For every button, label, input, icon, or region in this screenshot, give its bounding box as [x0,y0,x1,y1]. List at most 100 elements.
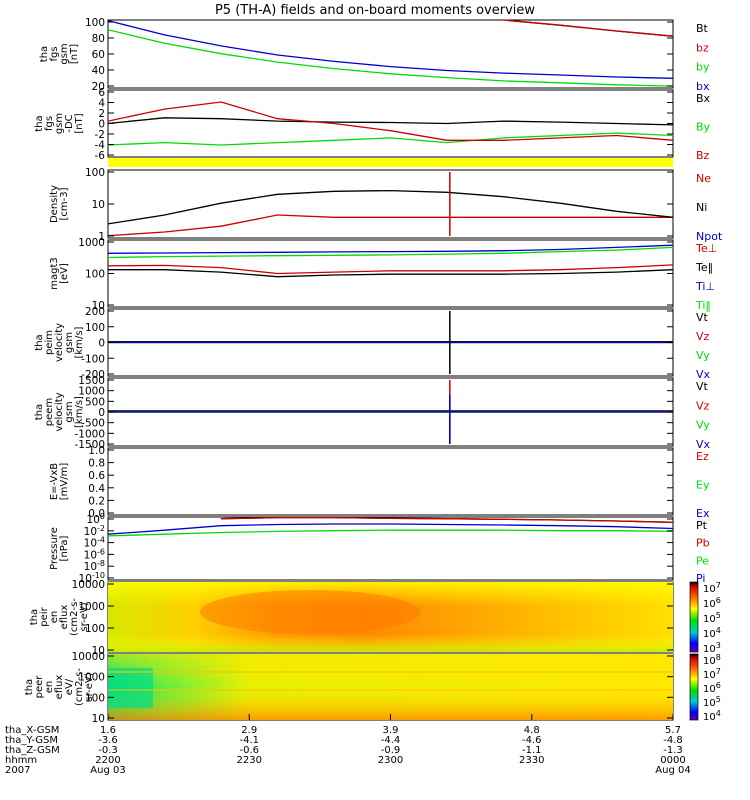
peer-colorbar-gradient [689,653,699,721]
y-tick-label: -2 [95,129,105,141]
y-axis-label: tha [34,115,45,131]
y-tick-label: 2 [98,108,105,120]
series-By-line [107,132,674,146]
legend-Te‖: Te‖ [695,261,713,274]
series-Pe-line [107,529,674,537]
x-axis-value: -4.1 [239,735,259,746]
y-tick-label: 1 [98,231,105,243]
legend-Vz: Vz [696,399,710,412]
colorbar-tick-label: 107 [703,667,721,681]
colorbar-tick-label: 104 [703,709,721,723]
y-tick-label: 10000 [72,579,105,591]
x-axis-value: -0.9 [381,745,401,756]
y-axis-label: eV/ [64,678,75,695]
y-axis-label: [mV/m] [59,463,70,501]
x-axis-row-label: tha_Z-GSM [5,745,60,756]
legend-Vt: Vt [696,380,709,393]
y-axis-label: velocity [54,323,65,362]
y-tick-label: 1000 [78,237,105,249]
y-axis-label: [nT] [74,113,85,133]
y-tick-label: 1000 [78,672,105,684]
y-axis-label: sr-eV) [84,672,95,701]
y-tick-label: 20 [92,81,105,93]
panel-frame-temp [107,239,674,308]
x-axis-value: 1.6 [100,725,116,736]
spectrogram-images [108,582,673,720]
y-tick-label: -1000 [74,428,105,440]
legend-Ti‖: Ti‖ [695,299,711,312]
legend-Pe: Pe [696,554,709,567]
fgs-dc-yellow-bar [108,158,673,167]
series-Ti‖-line [107,246,674,259]
y-tick-label: 100 [85,269,105,281]
y-tick-label: 100 [85,692,105,704]
y-axis-label: tha [24,679,35,695]
y-tick-label: 1000 [78,601,105,613]
colorbar-tick-label: 106 [703,681,721,695]
panel-frame-efield [107,447,674,516]
peir-colorbar-gradient [689,581,699,653]
panel-frame-fgs [107,19,674,89]
y-axis-label: [km/s] [74,326,85,358]
x-axis-value: 4.8 [524,725,540,736]
y-tick-label: 80 [92,33,105,45]
legend-By: By [696,121,711,134]
data-series [107,19,674,537]
y-axis-label: (cm2-s- [74,668,85,706]
y-axis-label: tha [34,404,45,420]
x-axis-value: 2230 [237,755,262,766]
y-tick-label: 4 [98,98,105,110]
legend-Bx: Bx [696,92,711,105]
y-axis-label: en [44,681,55,694]
legend-Vz: Vz [696,330,710,343]
colorbar-tick-label: 104 [703,626,721,640]
series-Ne-line [107,214,673,237]
y-axis-label: [eV] [59,263,70,284]
y-axis-label: [nPa] [59,535,70,561]
series-Pb-line [220,516,674,523]
y-axis-label: fgs [49,46,60,61]
series-Ni-line [107,189,674,225]
colorbar-tick-label: 108 [703,653,721,667]
legend-by: by [696,61,710,74]
series-bx-line [107,19,674,79]
x-axis-value: 0000 [660,755,685,766]
y-tick-label: 60 [92,49,105,61]
y-tick-label: 0.0 [88,508,105,520]
y-axis-label: tha [39,46,50,62]
y-tick-label: -4 [95,140,106,152]
x-axis-value: Aug 03 [90,765,125,776]
y-tick-label: 0.8 [88,458,105,470]
y-axis-label: tha [34,334,45,350]
y-axis-label: sr-eV) [79,602,90,631]
legend-Vt: Vt [696,311,709,324]
peer-spectrogram-patch [108,668,153,708]
x-axis-value: 2330 [519,755,544,766]
legend-Bt: Bt [696,22,709,35]
y-tick-label: 100 [85,322,105,334]
legend-Te⊥: Te⊥ [695,242,717,255]
y-axis-label: eflux [59,605,70,630]
x-axis-value: -4.4 [381,735,401,746]
y-tick-label: 40 [92,65,105,77]
legend-Ne: Ne [696,172,711,185]
y-tick-label: 500 [85,396,105,408]
legend-bx: bx [696,80,710,93]
y-axis-label: gsm [54,113,65,134]
y-tick-label: 10 [92,300,105,312]
legend-Ez: Ez [696,450,709,463]
y-tick-label: -100 [81,353,105,365]
legend-Vx: Vx [696,438,711,451]
y-axis-label: E=-VxB [49,463,60,500]
y-axis-label: [nT] [69,44,80,64]
y-axis-label: gsm [64,332,75,353]
x-axis-value: -0.3 [98,745,118,756]
legend-Ti⊥: Ti⊥ [695,280,715,293]
series-bz-line [503,19,674,37]
panel-frame-pressure [107,516,674,581]
y-axis-label: [km/s] [74,396,85,428]
series-Pi-line [107,523,674,535]
y-tick-label: 0 [98,338,105,350]
